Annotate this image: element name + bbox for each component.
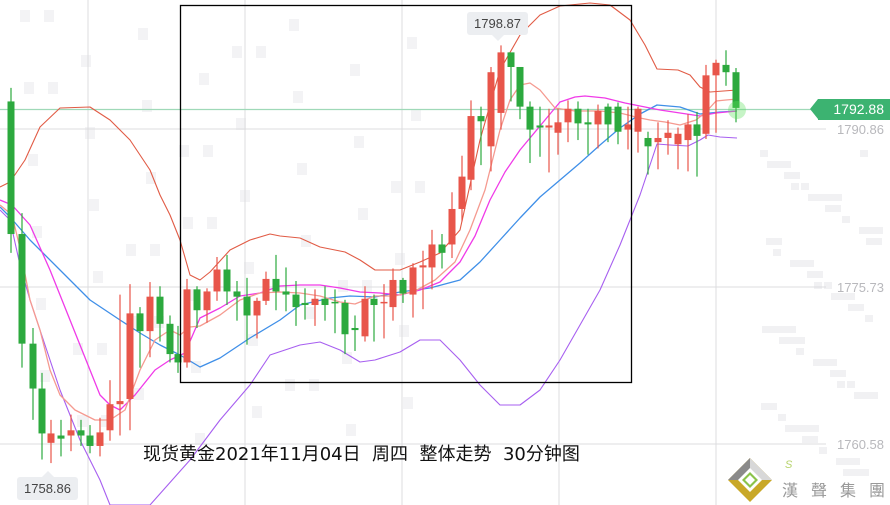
chart-caption: 现货黄金2021年11月04日 周四 整体走势 30分钟图 bbox=[143, 444, 580, 465]
candle bbox=[331, 289, 339, 334]
candle bbox=[594, 104, 602, 149]
candle bbox=[253, 297, 261, 339]
candle bbox=[545, 108, 553, 173]
candle bbox=[564, 100, 572, 143]
candle bbox=[516, 66, 524, 120]
candle bbox=[526, 101, 534, 164]
candle bbox=[96, 417, 104, 457]
bollinger-lower-line bbox=[0, 134, 738, 505]
candle bbox=[341, 299, 349, 355]
candle bbox=[664, 120, 672, 155]
low-price-callout: 1758.86 bbox=[17, 471, 78, 500]
candle bbox=[86, 425, 94, 454]
candle bbox=[467, 100, 475, 191]
brand-mark: S bbox=[785, 459, 793, 471]
candle bbox=[311, 289, 319, 326]
candle bbox=[183, 278, 191, 368]
candle bbox=[272, 254, 280, 311]
candle bbox=[458, 155, 466, 222]
candle bbox=[614, 102, 622, 145]
candle bbox=[156, 286, 164, 342]
candle bbox=[604, 103, 612, 143]
candle bbox=[223, 254, 231, 306]
candle bbox=[732, 68, 740, 123]
candle bbox=[712, 59, 720, 133]
candle bbox=[243, 277, 251, 345]
candle bbox=[292, 281, 300, 326]
candle bbox=[18, 213, 26, 368]
candle bbox=[166, 315, 174, 363]
brand-logo: S 漢聲集團 bbox=[725, 455, 885, 505]
ma-mid-line bbox=[0, 95, 738, 411]
candle bbox=[428, 229, 436, 290]
candle bbox=[554, 108, 562, 155]
candle bbox=[116, 294, 124, 436]
candle bbox=[487, 66, 495, 172]
candle bbox=[57, 419, 65, 457]
candle bbox=[584, 108, 592, 155]
candle bbox=[380, 284, 388, 339]
candle bbox=[644, 131, 652, 175]
candle bbox=[67, 414, 75, 452]
candle bbox=[351, 315, 359, 351]
candle bbox=[477, 106, 485, 166]
candle bbox=[174, 325, 182, 373]
ma-short-line bbox=[0, 82, 738, 421]
diamond-logo-icon bbox=[728, 458, 772, 502]
high-price-callout: 1798.87 bbox=[467, 12, 528, 41]
current-price-tag: 1792.88 bbox=[810, 99, 890, 120]
candle bbox=[126, 284, 134, 431]
y-axis-tick: 1775.73 bbox=[837, 280, 884, 295]
candle bbox=[674, 127, 682, 170]
candle bbox=[370, 294, 378, 342]
brand-name: 漢聲集團 bbox=[782, 481, 890, 500]
candle bbox=[448, 192, 456, 259]
candle bbox=[77, 419, 85, 446]
candle bbox=[654, 122, 662, 170]
candle bbox=[361, 286, 369, 342]
candle bbox=[262, 271, 270, 306]
candle bbox=[702, 64, 710, 140]
candle bbox=[507, 52, 515, 102]
grid-lines bbox=[0, 0, 826, 505]
candle bbox=[38, 372, 46, 460]
candle bbox=[409, 263, 417, 318]
y-axis-tick: 1760.58 bbox=[837, 437, 884, 452]
candle bbox=[29, 327, 37, 420]
current-candle-glow bbox=[728, 101, 746, 119]
candle bbox=[213, 256, 221, 301]
candle bbox=[136, 307, 144, 368]
candle bbox=[106, 380, 114, 441]
candle bbox=[536, 106, 544, 157]
candle bbox=[193, 286, 201, 328]
candle bbox=[203, 288, 211, 323]
candle bbox=[497, 45, 505, 130]
candle bbox=[438, 234, 446, 269]
bollinger-upper-line bbox=[0, 2, 738, 281]
candle bbox=[389, 268, 397, 321]
candle bbox=[233, 281, 241, 321]
candle bbox=[684, 113, 692, 172]
candle bbox=[722, 50, 730, 86]
candle bbox=[693, 111, 701, 177]
candles bbox=[7, 45, 740, 464]
candle bbox=[301, 288, 309, 320]
candle bbox=[399, 277, 407, 303]
candle bbox=[321, 286, 329, 321]
candle bbox=[574, 101, 582, 141]
candle bbox=[7, 87, 15, 253]
candle bbox=[634, 106, 642, 153]
candle bbox=[47, 419, 55, 464]
y-axis-tick: 1790.86 bbox=[837, 122, 884, 137]
candle bbox=[419, 250, 427, 310]
candle bbox=[624, 106, 632, 150]
candle bbox=[146, 282, 154, 358]
highlight-box bbox=[179, 4, 633, 384]
candle bbox=[282, 267, 290, 312]
